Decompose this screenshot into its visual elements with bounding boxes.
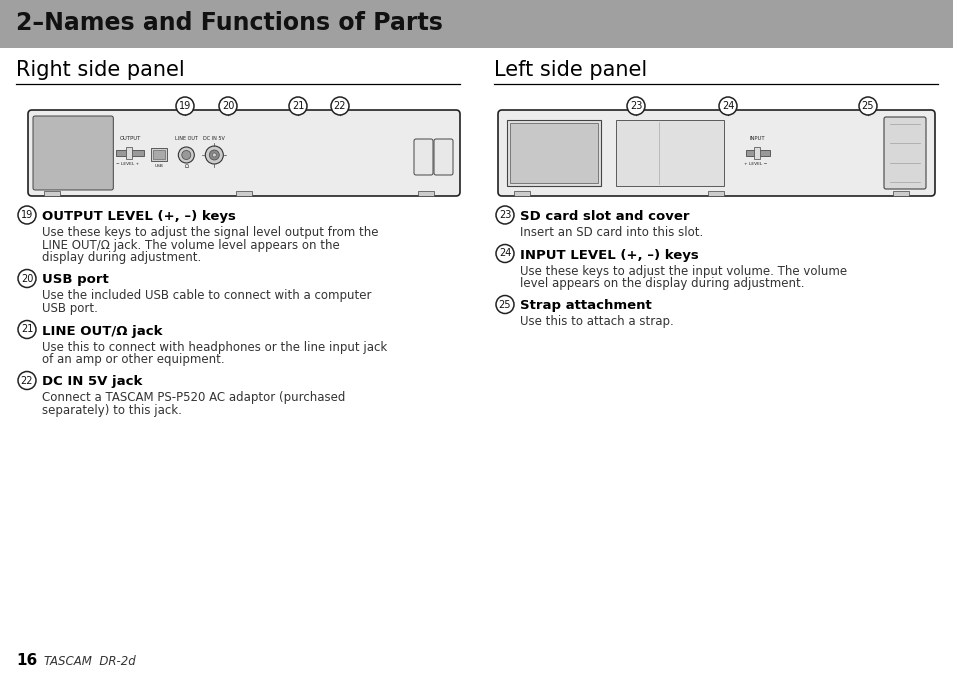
Text: Use this to connect with headphones or the line input jack: Use this to connect with headphones or t…	[42, 341, 387, 354]
Text: OUTPUT LEVEL (+, –) keys: OUTPUT LEVEL (+, –) keys	[42, 210, 235, 223]
Bar	[0, 0, 953, 48]
Text: Use these keys to adjust the input volume. The volume: Use these keys to adjust the input volum…	[519, 265, 846, 277]
Text: LINE OUT/Ω jack: LINE OUT/Ω jack	[42, 324, 162, 337]
Text: 21: 21	[292, 101, 304, 111]
Text: USB: USB	[154, 164, 164, 168]
Text: Ω: Ω	[184, 165, 188, 169]
Text: 23: 23	[629, 101, 641, 111]
Bar	[510, 123, 598, 183]
Bar	[235, 191, 252, 196]
Circle shape	[209, 150, 219, 160]
FancyBboxPatch shape	[883, 117, 925, 189]
Text: of an amp or other equipment.: of an amp or other equipment.	[42, 353, 224, 366]
Text: + LEVEL −: + LEVEL −	[742, 162, 766, 166]
Circle shape	[18, 320, 36, 339]
Circle shape	[496, 245, 514, 262]
Bar	[892, 191, 908, 196]
Text: 2–Names and Functions of Parts: 2–Names and Functions of Parts	[16, 11, 442, 35]
Circle shape	[18, 371, 36, 390]
Text: INPUT LEVEL (+, –) keys: INPUT LEVEL (+, –) keys	[519, 248, 698, 262]
Bar	[745, 150, 769, 156]
Text: 22: 22	[334, 101, 346, 111]
FancyBboxPatch shape	[28, 110, 459, 196]
Text: Connect a TASCAM PS-P520 AC adaptor (purchased: Connect a TASCAM PS-P520 AC adaptor (pur…	[42, 392, 345, 405]
Text: 19: 19	[178, 101, 191, 111]
Bar	[417, 191, 434, 196]
Text: SD card slot and cover: SD card slot and cover	[519, 210, 689, 223]
Bar	[126, 147, 132, 159]
Circle shape	[178, 147, 194, 163]
Text: 22: 22	[21, 375, 33, 386]
Text: 20: 20	[21, 273, 33, 284]
Text: TASCAM  DR-2d: TASCAM DR-2d	[44, 655, 135, 668]
Text: level appears on the display during adjustment.: level appears on the display during adju…	[519, 277, 803, 290]
Text: 23: 23	[498, 210, 511, 220]
FancyBboxPatch shape	[414, 139, 433, 175]
Bar	[44, 191, 60, 196]
Text: LINE OUT: LINE OUT	[174, 137, 197, 141]
Text: 24: 24	[721, 101, 734, 111]
Text: Use these keys to adjust the signal level output from the: Use these keys to adjust the signal leve…	[42, 226, 378, 239]
Bar	[753, 147, 759, 159]
Bar	[116, 150, 144, 156]
Text: Left side panel: Left side panel	[494, 60, 646, 80]
Circle shape	[496, 206, 514, 224]
Text: 16: 16	[16, 653, 37, 668]
Circle shape	[626, 97, 644, 115]
Text: 20: 20	[222, 101, 233, 111]
Circle shape	[205, 146, 223, 164]
Circle shape	[175, 97, 193, 115]
Text: Strap attachment: Strap attachment	[519, 299, 651, 313]
Text: Use this to attach a strap.: Use this to attach a strap.	[519, 316, 673, 328]
Circle shape	[858, 97, 876, 115]
FancyBboxPatch shape	[33, 116, 113, 190]
Circle shape	[213, 153, 216, 157]
Circle shape	[719, 97, 737, 115]
Text: display during adjustment.: display during adjustment.	[42, 251, 201, 264]
Text: separately) to this jack.: separately) to this jack.	[42, 404, 182, 417]
Circle shape	[289, 97, 307, 115]
Circle shape	[182, 150, 191, 160]
Text: 19: 19	[21, 210, 33, 220]
Text: Right side panel: Right side panel	[16, 60, 185, 80]
Circle shape	[18, 269, 36, 288]
Text: 25: 25	[861, 101, 873, 111]
Circle shape	[331, 97, 349, 115]
Text: USB port: USB port	[42, 273, 109, 286]
Circle shape	[18, 206, 36, 224]
Text: DC IN 5V: DC IN 5V	[203, 137, 225, 141]
Bar	[514, 191, 530, 196]
Text: − LEVEL +: − LEVEL +	[116, 162, 139, 166]
FancyBboxPatch shape	[434, 139, 453, 175]
Circle shape	[219, 97, 236, 115]
Text: LINE OUT/Ω jack. The volume level appears on the: LINE OUT/Ω jack. The volume level appear…	[42, 239, 339, 252]
Bar	[506, 120, 600, 186]
Text: Insert an SD card into this slot.: Insert an SD card into this slot.	[519, 226, 702, 239]
Text: INPUT: INPUT	[749, 137, 764, 141]
Text: USB port.: USB port.	[42, 302, 98, 315]
Text: DC IN 5V jack: DC IN 5V jack	[42, 375, 142, 388]
Bar	[153, 150, 165, 159]
Text: 24: 24	[498, 248, 511, 258]
Text: 25: 25	[498, 299, 511, 309]
Circle shape	[496, 296, 514, 313]
Text: OUTPUT: OUTPUT	[119, 137, 141, 141]
Text: 21: 21	[21, 324, 33, 335]
Bar	[616, 120, 723, 186]
Bar	[707, 191, 723, 196]
FancyBboxPatch shape	[497, 110, 934, 196]
Text: Use the included USB cable to connect with a computer: Use the included USB cable to connect wi…	[42, 290, 371, 303]
Bar	[152, 148, 167, 161]
